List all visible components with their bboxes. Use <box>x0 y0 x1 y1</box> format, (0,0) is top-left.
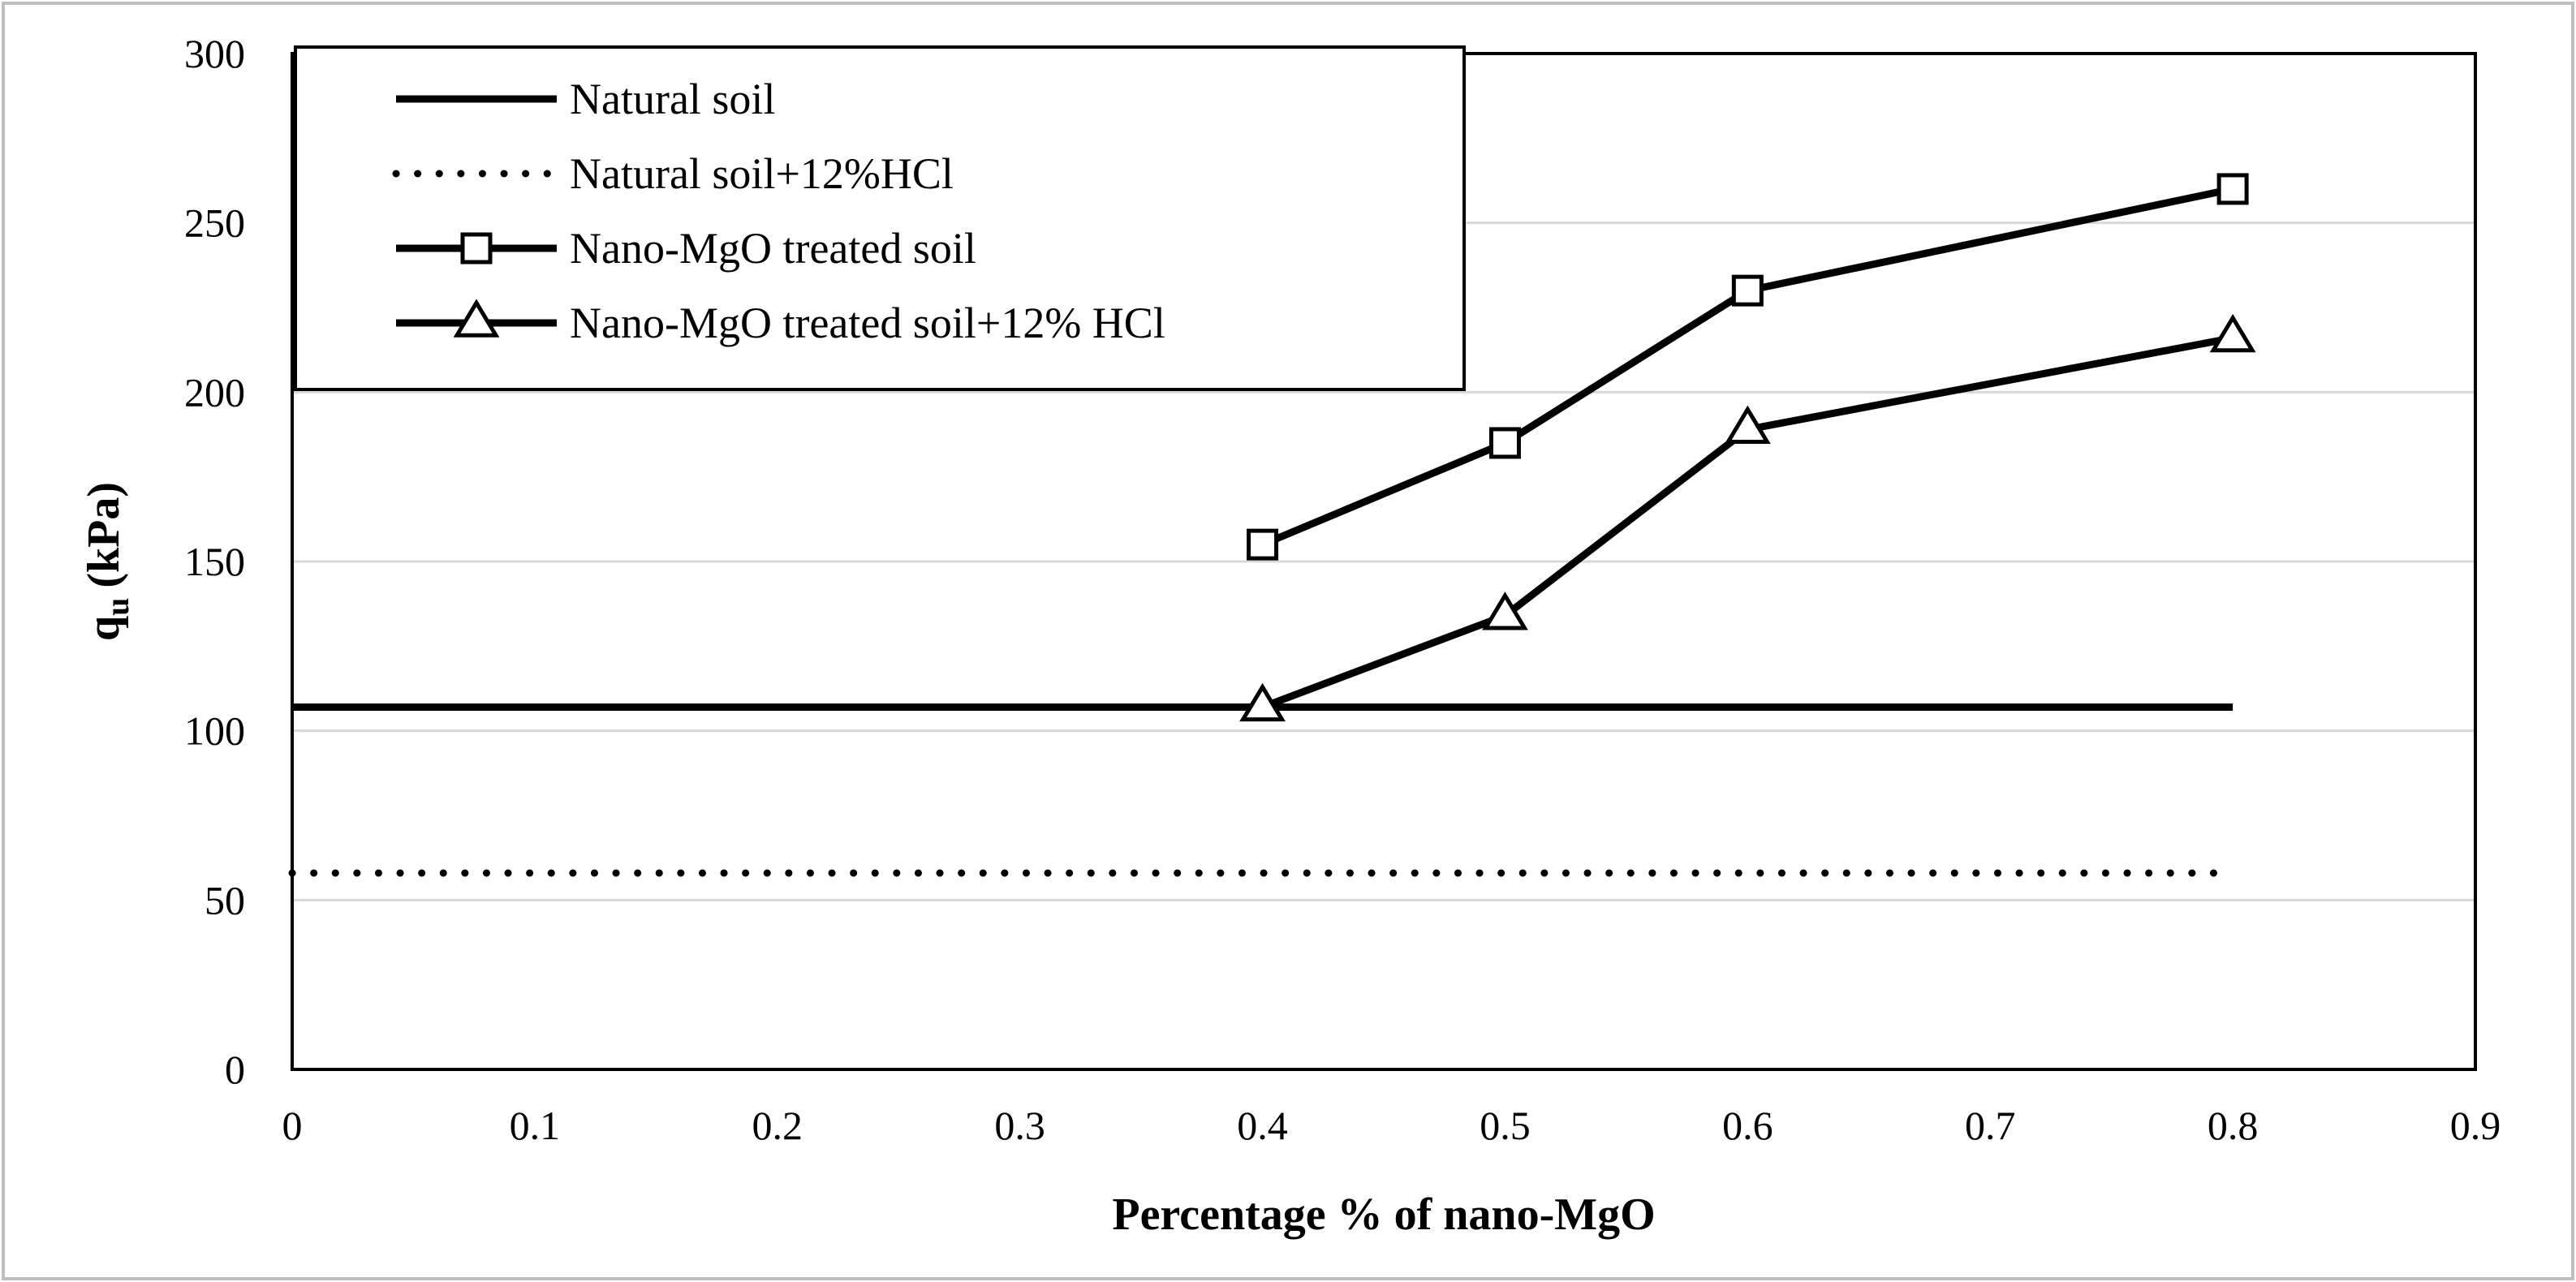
x-tick-label-2: 0.2 <box>752 1103 803 1148</box>
x-tick-label-5: 0.5 <box>1480 1103 1531 1148</box>
tick-layer: 0 50 100 150 200 250 300 0 0.1 0.2 0.3 0.4 0.5 0.6 0.7… <box>184 31 2501 1148</box>
legend-label-3: Nano-MgO treated soil+12% HCl <box>570 299 1165 347</box>
y-axis-title-subscript: u <box>99 598 136 616</box>
legend-label-0: Natural soil <box>570 75 775 123</box>
y-axis-title-main: q <box>79 616 129 641</box>
legend-marker-2 <box>460 232 493 265</box>
data-point-nano-mgo-treated-soil-12-hcl-3 <box>2209 313 2256 353</box>
series-nano-mgo-treated-soil <box>1247 173 2249 561</box>
series-layer <box>288 173 2256 877</box>
y-tick-label-6: 300 <box>184 31 245 76</box>
data-point-nano-mgo-treated-soil-0 <box>1247 528 1279 561</box>
x-tick-label-0: 0 <box>282 1103 303 1148</box>
x-tick-label-1: 0.1 <box>510 1103 561 1148</box>
x-tick-label-3: 0.3 <box>994 1103 1045 1148</box>
data-point-nano-mgo-treated-soil-12-hcl-1 <box>1482 592 1528 630</box>
data-point-nano-mgo-treated-soil-12-hcl-2 <box>1724 405 1771 444</box>
legend: Natural soil Natural soil+12%HCl Nano-MgO … <box>294 45 1466 391</box>
y-tick-label-4: 200 <box>184 369 245 415</box>
series-line-nano-mgo-treated-soil <box>1260 185 2234 549</box>
y-tick-label-2: 100 <box>184 708 245 754</box>
y-axis-title: qu (kPa) <box>79 482 136 641</box>
data-point-nano-mgo-treated-soil-1 <box>1488 427 1521 459</box>
data-point-nano-mgo-treated-soil-3 <box>2216 173 2249 205</box>
x-tick-label-7: 0.7 <box>1965 1103 2016 1148</box>
series-line-nano-mgo-treated-soil-12-hcl <box>1260 334 2234 711</box>
series-nano-mgo-treated-soil-12-hcl <box>1239 313 2256 722</box>
y-tick-label-1: 50 <box>205 877 245 923</box>
x-tick-label-6: 0.6 <box>1722 1103 1773 1148</box>
y-axis-title-unit: (kPa) <box>79 482 129 588</box>
x-tick-label-4: 0.4 <box>1237 1103 1288 1148</box>
x-tick-label-9: 0.9 <box>2450 1103 2501 1148</box>
y-tick-label-3: 150 <box>184 539 245 584</box>
data-point-nano-mgo-treated-soil-2 <box>1731 274 1764 307</box>
legend-label-1: Natural soil+12%HCl <box>570 149 954 198</box>
data-point-nano-mgo-treated-soil-12-hcl-0 <box>1239 682 1286 722</box>
y-tick-label-5: 250 <box>184 200 245 246</box>
x-axis-title: Percentage % of nano-MgO <box>1112 1190 1655 1240</box>
legend-marker-3 <box>453 299 500 338</box>
x-tick-label-8: 0.8 <box>2208 1103 2259 1148</box>
legend-label-2: Nano-MgO treated soil <box>570 224 976 273</box>
y-tick-label-0: 0 <box>225 1047 245 1092</box>
